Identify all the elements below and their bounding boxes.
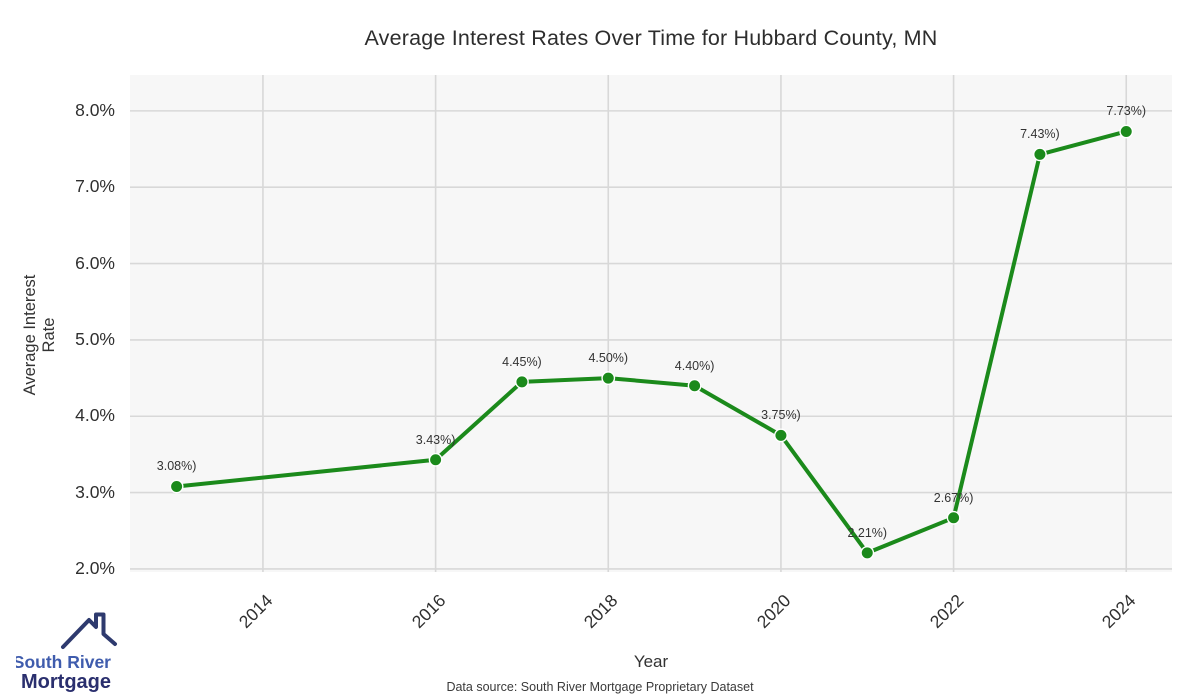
data-point	[515, 375, 529, 389]
data-point	[774, 428, 788, 443]
point-value-label: 4.40%)	[674, 358, 715, 373]
house-roof-icon	[61, 612, 117, 649]
x-tick-label: 2022	[925, 590, 968, 632]
x-tick-label: 2016	[407, 590, 450, 632]
data-point	[601, 371, 616, 385]
point-value-label: 2.21%)	[847, 525, 888, 540]
y-tick-label: 3.0%	[75, 481, 115, 502]
y-tick-label: 6.0%	[75, 252, 115, 273]
data-point	[1033, 147, 1047, 162]
logo-text-line2: Mortgage	[21, 671, 111, 693]
y-tick-label: 4.0%	[75, 405, 115, 426]
data-point	[169, 479, 184, 494]
data-point	[428, 452, 443, 467]
x-tick-label: 2020	[752, 590, 795, 632]
point-value-label: 3.75%)	[761, 408, 801, 423]
chart-title: Average Interest Rates Over Time for Hub…	[364, 26, 938, 50]
data-point	[946, 510, 961, 525]
data-point	[687, 378, 702, 393]
y-tick-label: 2.0%	[75, 557, 115, 578]
x-tick-label: 2024	[1098, 590, 1140, 632]
point-value-label: 3.08%)	[156, 459, 197, 474]
y-tick-label: 8.0%	[75, 99, 115, 120]
plot-svg	[130, 75, 1172, 572]
x-axis-title: Year	[633, 652, 669, 671]
point-value-label: 7.43%)	[1020, 127, 1060, 142]
data-point	[860, 546, 875, 560]
y-tick-label: 5.0%	[75, 328, 115, 349]
point-value-label: 2.67%)	[933, 490, 974, 505]
data-point	[1119, 124, 1134, 139]
interest-rate-line	[174, 129, 1129, 555]
point-value-label: 3.43%)	[415, 432, 456, 447]
x-tick-label: 2018	[580, 590, 622, 632]
logo-text-line1: South River	[16, 652, 111, 672]
data-source-note: Data source: South River Mortgage Propri…	[446, 680, 754, 694]
point-value-label: 4.50%)	[588, 351, 629, 366]
point-value-label: 7.73%)	[1106, 104, 1147, 119]
x-tick-label: 2014	[234, 590, 277, 632]
y-tick-label: 7.0%	[75, 176, 115, 197]
point-value-label: 4.45%)	[502, 354, 542, 369]
plot-area	[130, 75, 1172, 572]
south-river-mortgage-logo: South River Mortgage	[16, 612, 117, 693]
